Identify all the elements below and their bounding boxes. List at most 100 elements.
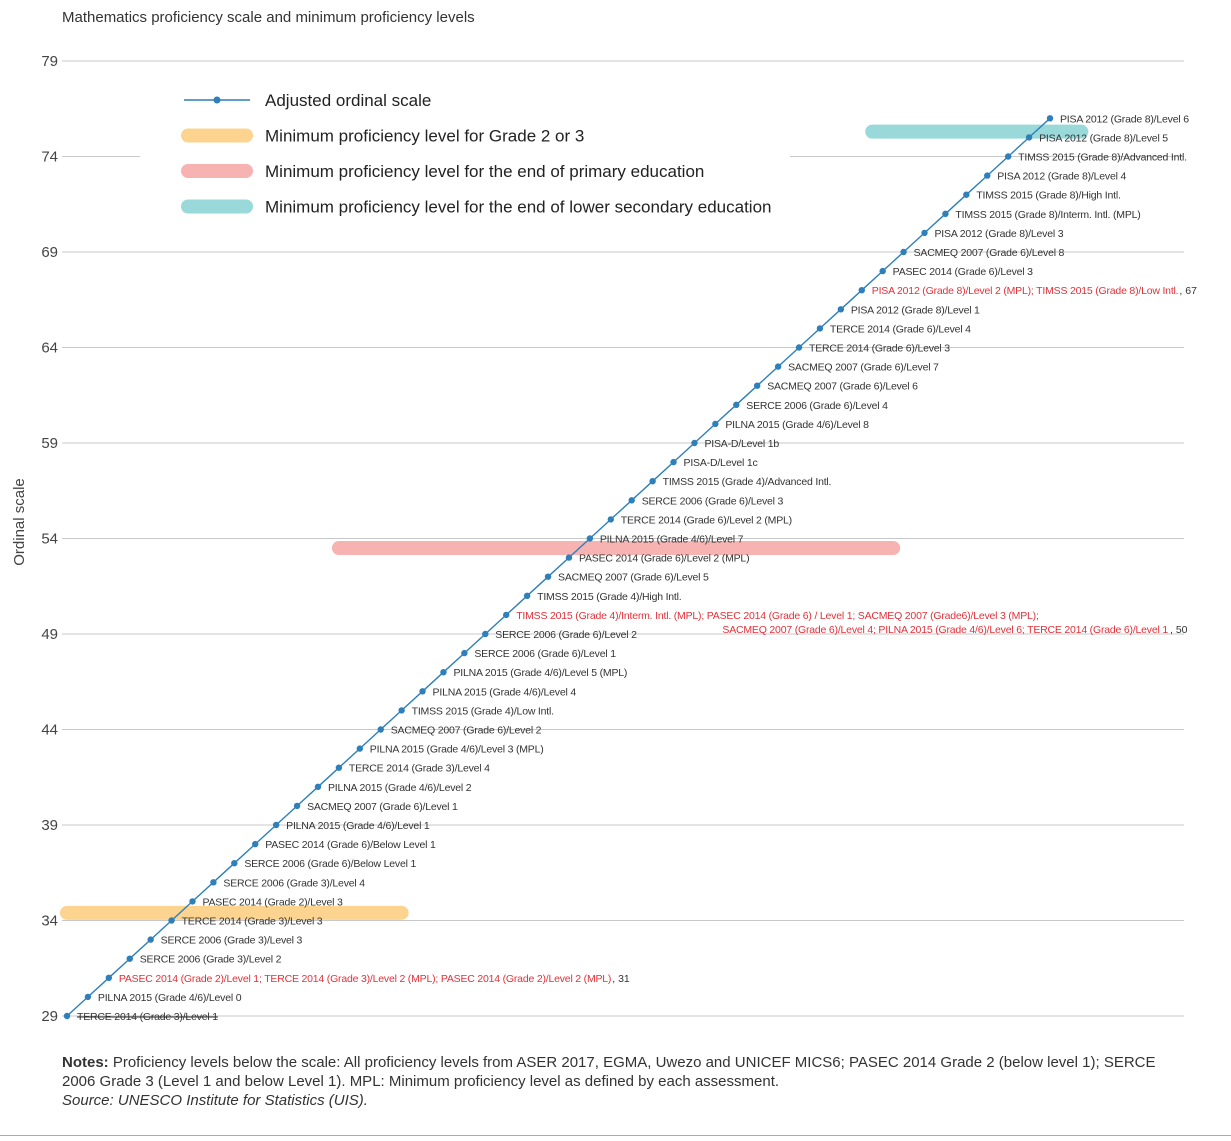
data-point	[691, 439, 698, 447]
data-point	[293, 802, 301, 810]
legend-label: Minimum proficiency level for the end of…	[265, 198, 771, 217]
point-label: PISA 2012 (Grade 8)/Level 1	[851, 304, 980, 316]
legend-label: Adjusted ordinal scale	[265, 91, 431, 110]
y-tick-label: 34	[41, 913, 58, 930]
point-label: TERCE 2014 (Grade 3)/Level 3	[182, 916, 323, 928]
y-tick-label: 54	[41, 531, 58, 548]
data-point	[712, 420, 719, 428]
point-label: TIMSS 2015 (Grade 4)/Low Intl.	[412, 705, 554, 717]
data-point	[858, 287, 865, 294]
y-tick-label: 74	[41, 149, 58, 166]
data-point	[733, 401, 740, 408]
data-point	[523, 592, 531, 599]
point-label: PASEC 2014 (Grade 2)/Level 3	[202, 896, 342, 908]
point-label: TIMSS 2015 (Grade 8)/Interm. Intl. (MPL)	[955, 209, 1140, 221]
data-point	[837, 306, 845, 313]
point-label: PISA 2012 (Grade 8)/Level 5	[1039, 132, 1168, 144]
y-tick-label: 59	[41, 435, 58, 452]
data-point	[544, 573, 552, 580]
point-label-continued: SACMEQ 2007 (Grade 6)/Level 4; PILNA 201…	[722, 624, 1168, 636]
data-point	[1025, 134, 1033, 141]
data-point	[356, 745, 364, 752]
data-point	[84, 993, 92, 1001]
data-point	[503, 611, 510, 619]
point-label: PISA 2012 (Grade 8)/Level 6	[1060, 113, 1189, 125]
data-point	[440, 669, 447, 676]
point-label: SERCE 2006 (Grade 6)/Level 3	[642, 495, 784, 507]
point-label: SERCE 2006 (Grade 3)/Level 2	[140, 954, 282, 966]
y-axis-label: Ordinal scale	[11, 478, 28, 566]
notes: Notes: Proficiency levels below the scal…	[62, 1053, 1172, 1110]
data-point	[565, 554, 573, 561]
data-point	[670, 458, 677, 466]
point-label: SERCE 2006 (Grade 6)/Level 4	[746, 400, 888, 412]
data-point	[1004, 153, 1012, 160]
point-label: PISA-D/Level 1c	[684, 457, 758, 469]
data-point	[252, 840, 259, 848]
data-point	[816, 325, 824, 332]
point-label: TIMSS 2015 (Grade 8)/High Intl.	[976, 190, 1120, 202]
point-label: SACMEQ 2007 (Grade 6)/Level 6	[767, 381, 918, 393]
legend-label: Minimum proficiency level for Grade 2 or…	[265, 127, 584, 146]
point-labels: TERCE 2014 (Grade 3)/Level 1 PILNA 2015 (…	[77, 113, 1197, 1023]
data-point	[272, 821, 280, 829]
legend-label: Minimum proficiency level for the end of…	[265, 162, 704, 181]
legend-swatch-marker	[213, 96, 221, 104]
data-point	[105, 974, 113, 981]
point-label: TERCE 2014 (Grade 6)/Level 3	[809, 343, 950, 355]
data-point	[189, 898, 196, 905]
data-point	[147, 936, 154, 943]
data-point	[231, 860, 238, 867]
point-label: PILNA 2015 (Grade 4/6)/Level 1	[286, 820, 430, 832]
data-point	[377, 726, 384, 733]
data-point	[398, 707, 405, 714]
point-label: PILNA 2015 (Grade 4/6)/Level 4	[433, 686, 577, 698]
point-label: TERCE 2014 (Grade 3)/Level 4	[349, 763, 490, 775]
point-label: SACMEQ 2007 (Grade 6)/Level 2	[391, 725, 542, 737]
data-point	[1046, 115, 1054, 122]
data-point	[921, 229, 928, 237]
point-label: PILNA 2015 (Grade 4/6)/Level 0	[98, 992, 242, 1004]
data-point	[900, 248, 907, 256]
data-point	[628, 497, 635, 504]
point-label: SERCE 2006 (Grade 3)/Level 4	[223, 877, 365, 889]
data-point	[126, 955, 133, 962]
y-tick-label: 29	[41, 1008, 58, 1025]
chart-title: Mathematics proficiency scale and minimu…	[62, 9, 475, 26]
data-point	[649, 478, 656, 485]
data-point	[168, 917, 175, 924]
point-label: PASEC 2014 (Grade 6)/Below Level 1	[265, 839, 436, 851]
point-label: SACMEQ 2007 (Grade 6)/Level 1	[307, 801, 458, 813]
data-point	[461, 649, 468, 657]
series-line	[66, 117, 1051, 1017]
point-label: SERCE 2006 (Grade 3)/Level 3	[161, 935, 303, 947]
point-label: PILNA 2015 (Grade 4/6)/Level 5 (MPL)	[453, 667, 627, 679]
point-label: SACMEQ 2007 (Grade 6)/Level 8	[914, 247, 1065, 259]
point-label: TERCE 2014 (Grade 3)/Level 1	[77, 1011, 218, 1023]
point-label: PILNA 2015 (Grade 4/6)/Level 7	[600, 534, 744, 546]
notes-label: Notes:	[62, 1054, 109, 1071]
point-label-suffix: , 67	[1179, 285, 1197, 297]
point-label: PISA 2012 (Grade 8)/Level 4	[997, 171, 1126, 183]
point-label: TIMSS 2015 (Grade 4)/High Intl.	[537, 591, 681, 603]
data-point	[942, 210, 949, 217]
y-tick-label: 79	[41, 53, 58, 70]
y-tick-label: 64	[41, 340, 58, 357]
point-label-suffix: , 50	[1170, 624, 1188, 636]
point-label: SACMEQ 2007 (Grade 6)/Level 7	[788, 362, 939, 374]
data-point	[607, 516, 614, 523]
data-point	[419, 688, 426, 695]
legend: Adjusted ordinal scale Minimum proficienc…	[140, 82, 790, 230]
data-point	[774, 363, 782, 370]
point-label: PASEC 2014 (Grade 6)/Level 3	[893, 266, 1033, 278]
data-point	[482, 630, 489, 638]
point-label: PILNA 2015 (Grade 4/6)/Level 8	[725, 419, 869, 431]
data-point	[63, 1012, 71, 1020]
data-point	[335, 764, 343, 771]
data-point	[586, 535, 594, 542]
bottom-divider	[0, 1135, 1231, 1136]
data-point	[314, 783, 322, 790]
y-tick-label: 39	[41, 817, 58, 834]
data-point	[210, 879, 217, 886]
point-label: PILNA 2015 (Grade 4/6)/Level 2	[328, 782, 472, 794]
